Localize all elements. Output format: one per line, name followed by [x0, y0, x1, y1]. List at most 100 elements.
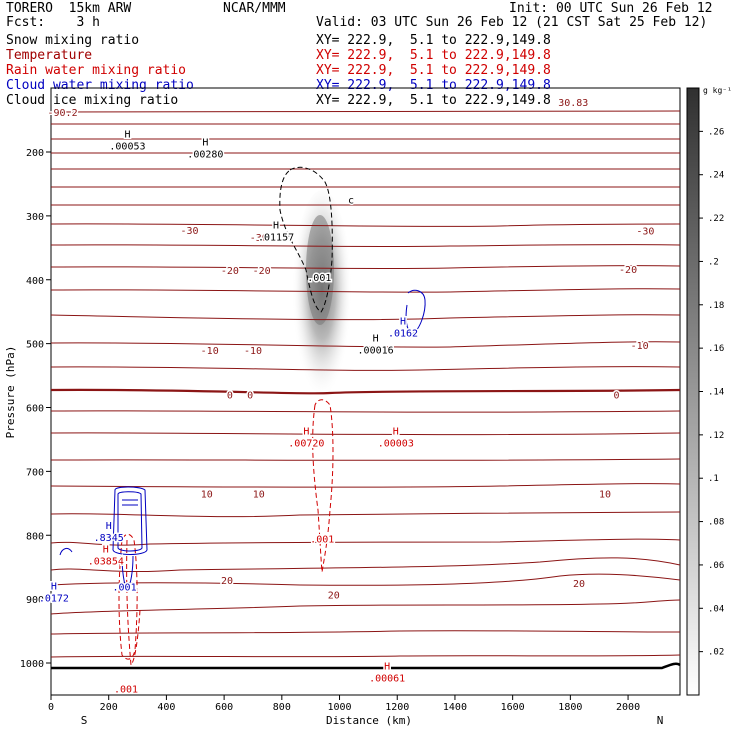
endpoint-south: S — [81, 714, 88, 727]
field-name-cloud-water: Cloud water mixing ratio — [6, 78, 194, 93]
temperature-label: -30 — [250, 233, 268, 244]
field-xsec-cloud-ice: XY= 222.9, 5.1 to 222.9,149.8 — [316, 93, 551, 108]
x-axis-title: Distance (km) — [326, 714, 412, 727]
y-tick-label: 1000 — [20, 659, 44, 670]
temperature-label: -90.2 — [47, 108, 77, 119]
temperature-label: 0 — [247, 391, 253, 402]
contour-label: .001 — [113, 582, 137, 593]
temperature-label: -30 — [636, 227, 654, 238]
contour-label: .001 — [310, 534, 334, 545]
temperature-label: -10 — [631, 341, 649, 352]
temperature-label: -20 — [619, 265, 637, 276]
field-name-rain: Rain water mixing ratio — [6, 63, 187, 78]
temperature-label: 20 — [328, 591, 340, 602]
field-name-snow: Snow mixing ratio — [6, 33, 140, 48]
x-tick-label: 1600 — [501, 702, 525, 713]
x-axis-ticks: 0 200 400 600 800 1000 1200 1400 1600 1800 2000 — [48, 695, 640, 713]
extremum-marker: H — [400, 316, 406, 327]
x-tick-label: 1200 — [385, 702, 409, 713]
extremum-marker: H — [303, 426, 309, 437]
x-tick-label: 0 — [48, 702, 54, 713]
temperature-label: -20 — [253, 266, 271, 277]
x-tick-label: 2000 — [616, 702, 640, 713]
colorbar-ticks: .26 .24 .22 .2 .18 .16 .14 .12 .1 .08 .06 .04 .02 — [699, 127, 724, 658]
field-xsec-temperature: XY= 222.9, 5.1 to 222.9,149.8 — [316, 48, 551, 63]
snow-shading — [292, 190, 352, 410]
y-tick-label: 800 — [26, 531, 44, 542]
x-tick-label: 200 — [100, 702, 118, 713]
colorbar — [686, 87, 700, 696]
temperature-label: 0 — [227, 391, 233, 402]
y-axis-ticks: 200 300 400 500 600 700 800 900 1000 — [20, 148, 51, 670]
extremum-value: .03854 — [88, 556, 124, 567]
x-tick-label: 1800 — [558, 702, 582, 713]
extremum-value: .00280 — [187, 150, 223, 161]
extremum-value: .00061 — [369, 673, 405, 684]
field-name-cloud-ice: Cloud ice mixing ratio — [6, 93, 179, 108]
temperature-label: -10 — [201, 346, 219, 357]
extremum-marker: H — [373, 334, 379, 345]
x-tick-label: 1400 — [443, 702, 467, 713]
temperature-isotherms — [50, 110, 681, 658]
y-tick-label: 300 — [26, 212, 44, 223]
colorbar-tick-label: .26 — [708, 127, 724, 137]
extremum-marker: H — [273, 221, 279, 232]
extremum-value: .00053 — [109, 141, 145, 152]
colorbar-tick-label: .02 — [708, 648, 724, 658]
endpoint-north: N — [657, 714, 664, 727]
colorbar-unit: g kg⁻¹ — [703, 86, 732, 95]
y-tick-label: 700 — [26, 467, 44, 478]
extremum-marker: H — [384, 661, 390, 672]
extremum-value: .01157 — [258, 233, 294, 244]
x-tick-label: 400 — [157, 702, 175, 713]
colorbar-tick-label: .08 — [708, 518, 724, 528]
temperature-label: -10 — [244, 346, 262, 357]
cloud-water-contours — [59, 289, 426, 591]
x-tick-label: 800 — [273, 702, 291, 713]
y-tick-label: 400 — [26, 276, 44, 287]
y-tick-label: 900 — [26, 595, 44, 606]
x-tick-label: 600 — [215, 702, 233, 713]
temperature-labels: -30 -30 -30 -20 -20 -20 -10 -10 -10 0 0 0 10 10 10 20 20… — [46, 97, 656, 603]
forecast-hour: Fcst: 3 h — [6, 15, 100, 30]
colorbar-tick-label: .04 — [708, 604, 724, 614]
colorbar-tick-label: .06 — [708, 561, 724, 571]
plot-frame — [50, 87, 681, 696]
contour-labels: .001 .001 .001 .001 c — [111, 194, 356, 697]
y-tick-label: 500 — [26, 340, 44, 351]
temperature-label: 10 — [599, 490, 611, 501]
valid-time: Valid: 03 UTC Sun 26 Feb 12 (21 CST Sat … — [316, 15, 708, 30]
temperature-label: -20 — [221, 266, 239, 277]
colorbar-tick-label: .24 — [708, 171, 724, 181]
temperature-label: 20 — [221, 576, 233, 587]
ground-line — [51, 662, 681, 670]
colorbar-tick-label: .1 — [708, 474, 719, 484]
extremum-value: .00003 — [378, 438, 414, 449]
x-tick-label: 1000 — [327, 702, 351, 713]
field-xsec-cloud-water: XY= 222.9, 5.1 to 222.9,149.8 — [316, 78, 551, 93]
extremum-marker: H — [106, 521, 112, 532]
extremum-value: .00720 — [288, 438, 324, 449]
extrema-markers: H.00053 H.00280H.01157H.00016H.0162H.0072… — [37, 128, 419, 686]
contour-label: .001 — [307, 273, 331, 284]
y-tick-label: 200 — [26, 148, 44, 159]
organization: NCAR/MMM — [223, 1, 286, 16]
colorbar-tick-label: .18 — [708, 301, 724, 311]
contour-label: .001 — [114, 685, 138, 696]
extremum-value: .8345 — [94, 533, 124, 544]
field-name-temperature: Temperature — [6, 48, 93, 63]
temperature-label: 10 — [253, 490, 265, 501]
y-tick-label: 600 — [26, 404, 44, 415]
colorbar-tick-label: .14 — [708, 388, 724, 398]
rain-water-contours — [118, 399, 334, 667]
temperature-label: 10 — [201, 490, 213, 501]
temperature-label: 0 — [614, 391, 620, 402]
extremum-value: .0162 — [388, 328, 418, 339]
extremum-marker: H — [103, 544, 109, 555]
init-time: Init: 00 UTC Sun 26 Feb 12 — [509, 1, 713, 16]
y-axis-title: Pressure (hPa) — [4, 346, 17, 439]
extremum-marker: H — [124, 129, 130, 140]
extremum-value: .0172 — [39, 594, 69, 605]
field-xsec-snow: XY= 222.9, 5.1 to 222.9,149.8 — [316, 33, 551, 48]
colorbar-tick-label: .22 — [708, 214, 724, 224]
